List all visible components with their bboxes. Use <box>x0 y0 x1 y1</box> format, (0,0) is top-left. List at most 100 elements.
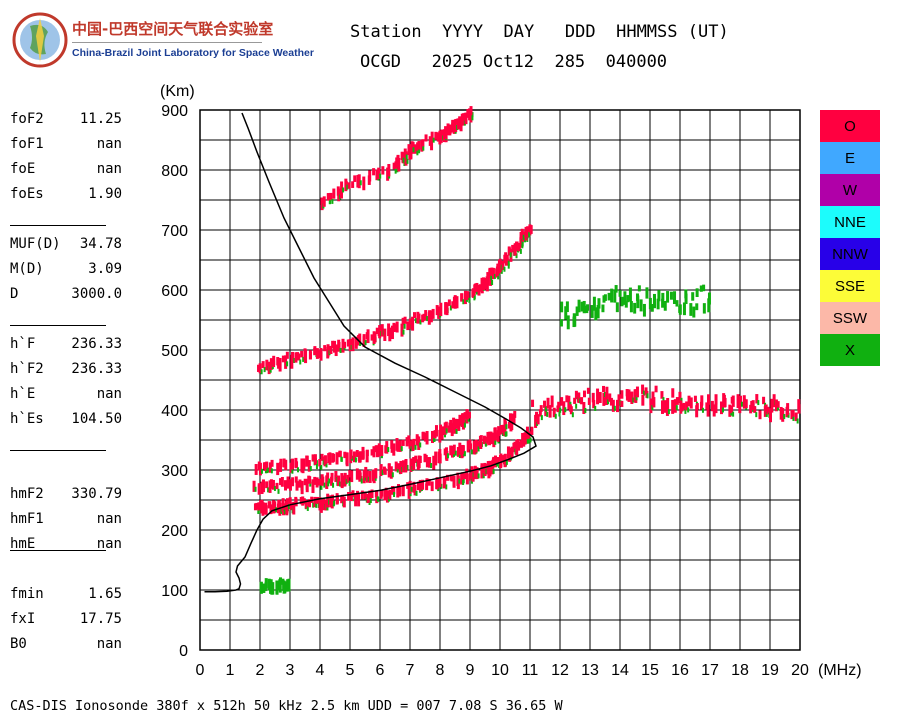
echo-mark <box>269 504 273 515</box>
y-tick-label: 400 <box>161 403 188 420</box>
echo-mark-x <box>757 400 760 406</box>
echo-mark <box>574 390 578 400</box>
echo-mark <box>601 304 605 313</box>
echo-mark <box>691 292 695 301</box>
echo-mark <box>458 442 462 455</box>
param-value: nan <box>96 136 122 152</box>
echo-mark-x <box>505 424 508 430</box>
echo-mark <box>286 476 290 489</box>
echo-mark <box>278 357 282 372</box>
echo-mark <box>295 481 299 491</box>
echo-mark <box>417 313 421 324</box>
echo-mark-x <box>701 407 704 413</box>
echo-mark-x <box>360 478 363 484</box>
echo-mark <box>279 462 283 472</box>
echo-mark <box>510 446 514 459</box>
echo-mark <box>265 481 269 489</box>
echo-mark <box>656 298 660 310</box>
echo-mark-x <box>740 401 743 407</box>
echo-mark <box>498 258 502 272</box>
echo-mark <box>300 350 304 358</box>
echo-mark <box>496 456 500 464</box>
echo-mark <box>411 316 415 331</box>
echo-mark-x <box>379 173 382 179</box>
echo-mark <box>424 134 428 142</box>
echo-mark <box>378 325 382 339</box>
echo-mark-x <box>315 464 318 470</box>
echo-mark <box>485 276 489 287</box>
echo-mark <box>591 392 595 403</box>
echo-mark-x <box>267 467 270 473</box>
echo-mark <box>692 306 696 318</box>
echo-mark <box>774 399 778 412</box>
echo-mark-x <box>260 369 263 375</box>
echo-mark <box>361 446 365 460</box>
echo-mark <box>693 395 697 402</box>
echo-mark <box>385 441 389 454</box>
echo-mark <box>501 260 505 270</box>
param-value: 1.65 <box>88 586 122 602</box>
echo-mark <box>496 263 500 271</box>
echo-mark <box>365 470 369 483</box>
echo-mark <box>290 459 294 470</box>
echo-mark <box>397 158 401 172</box>
echo-mark-x <box>293 357 296 363</box>
echo-mark-x <box>277 488 280 494</box>
echo-mark <box>348 338 352 352</box>
echo-mark-x <box>776 405 779 411</box>
x-tick-label: 11 <box>522 662 539 679</box>
param-label: MUF(D) <box>10 236 61 252</box>
param-label: fxI <box>10 611 36 627</box>
echo-mark <box>473 440 477 449</box>
echo-mark <box>776 401 780 408</box>
echo-mark <box>305 478 309 493</box>
echo-mark-x <box>477 446 480 452</box>
echo-mark-x <box>783 414 786 420</box>
echo-mark <box>334 344 338 357</box>
echo-mark <box>370 334 374 341</box>
echo-mark <box>391 485 395 495</box>
param-value: 330.79 <box>71 486 122 502</box>
echo-mark <box>473 283 477 291</box>
echo-mark <box>531 399 535 407</box>
logo-en-text: China-Brazil Joint Laboratory for Space … <box>72 47 314 59</box>
echo-mark <box>392 162 396 170</box>
echo-mark <box>335 495 339 504</box>
echo-mark-x <box>444 432 447 438</box>
echo-mark <box>370 449 374 456</box>
echo-mark <box>505 254 509 264</box>
echo-mark <box>468 439 472 447</box>
echo-mark <box>428 457 432 468</box>
echo-mark <box>445 303 449 316</box>
echo-mark-x <box>270 468 273 474</box>
echo-mark <box>371 469 375 482</box>
echo-mark-x <box>302 356 305 362</box>
echo-mark-x <box>391 472 394 478</box>
echo-mark-x <box>504 431 507 437</box>
echo-mark <box>412 457 416 471</box>
echo-mark <box>443 422 447 435</box>
echo-mark <box>557 401 561 412</box>
echo-mark <box>455 418 459 427</box>
echo-mark <box>257 364 261 372</box>
echo-mark-x <box>492 468 495 474</box>
echo-mark <box>723 397 727 408</box>
echo-mark <box>671 388 675 398</box>
echo-mark <box>430 131 434 139</box>
echo-mark <box>663 300 667 311</box>
echo-mark-x <box>346 184 349 190</box>
x-tick-label: 9 <box>466 662 475 679</box>
echo-mark <box>339 188 343 199</box>
echo-mark <box>448 422 452 431</box>
echo-mark <box>279 577 283 585</box>
echo-mark <box>387 463 391 470</box>
echo-mark <box>392 443 396 456</box>
echo-mark <box>294 476 298 483</box>
echo-mark-x <box>453 451 456 457</box>
echo-mark <box>412 481 416 493</box>
echo-mark <box>284 459 288 471</box>
echo-mark <box>348 470 352 478</box>
x-tick-label: 17 <box>701 662 719 679</box>
echo-mark <box>610 288 614 303</box>
echo-mark <box>254 464 258 475</box>
